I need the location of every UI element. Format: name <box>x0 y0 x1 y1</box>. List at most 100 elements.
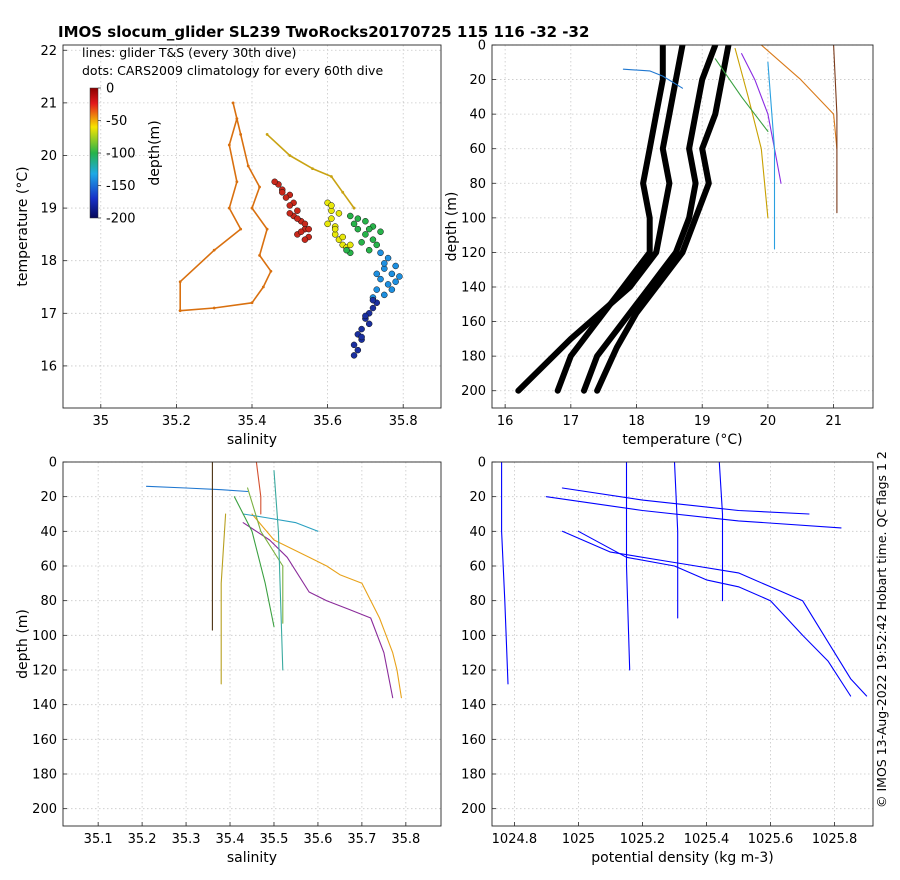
climatology-point <box>347 212 354 220</box>
profile-line <box>577 530 852 697</box>
climatology-point <box>278 189 286 196</box>
y-tick-label: 180 <box>32 768 57 783</box>
climatology-point <box>369 236 377 243</box>
ts-line-point <box>265 133 269 136</box>
climatology-point <box>358 325 365 333</box>
y-tick-label: 120 <box>461 246 486 261</box>
climatology-point <box>354 346 362 354</box>
y-tick-label: 180 <box>461 768 486 783</box>
climatology-point <box>301 220 309 228</box>
panel-temperature-profile: 16 17 18 19 20 21 0 20 40 60 80 100 120 140 160 180 200 t… <box>444 39 874 448</box>
y-tick-label: 20 <box>40 149 57 164</box>
y-axis-label: depth (m) <box>15 609 31 679</box>
climatology-point <box>286 202 294 209</box>
profile-line <box>554 45 686 394</box>
ts-line-point <box>227 143 231 147</box>
climatology-point <box>347 241 354 249</box>
climatology-point <box>377 275 384 283</box>
x-tick-label: 17 <box>563 414 580 429</box>
climatology-point <box>384 281 392 288</box>
ts-line-point <box>258 254 261 257</box>
profile-line <box>515 45 666 394</box>
climatology-point <box>358 333 365 341</box>
y-tick-label: 140 <box>461 281 486 296</box>
climatology-point <box>331 225 339 233</box>
profile-line <box>251 513 402 699</box>
legend-lines-note: lines: glider T&S (every 30th dive) <box>82 45 296 60</box>
y-tick-label: 160 <box>461 315 486 330</box>
climatology-point <box>354 215 362 222</box>
y-tick-label: 100 <box>461 629 486 644</box>
y-tick-label: 80 <box>469 594 486 609</box>
ts-line-point <box>235 117 239 121</box>
climatology-point <box>388 270 396 278</box>
climatology-point <box>335 210 343 217</box>
x-axis-label: potential density (kg m-3) <box>591 850 773 866</box>
colorbar-tick-label: -50 <box>106 114 127 129</box>
profile-line <box>242 522 394 699</box>
x-tick-label: 20 <box>760 414 777 429</box>
climatology-point <box>392 262 399 270</box>
y-tick-label: 19 <box>40 202 57 217</box>
climatology-point <box>297 228 305 236</box>
x-tick-label: 35.3 <box>172 832 201 847</box>
y-tick-label: 21 <box>40 96 57 111</box>
climatology-point <box>365 246 373 254</box>
plot-area-dens <box>501 462 868 697</box>
colorbar-tick-label: 0 <box>106 82 114 97</box>
climatology-point <box>362 231 369 238</box>
climatology-point <box>362 312 369 320</box>
profile-line <box>734 47 769 219</box>
colorbar-tick-label: -100 <box>106 147 136 162</box>
ts-line-point <box>231 101 235 105</box>
climatology-point <box>365 225 373 233</box>
x-tick-label: 16 <box>497 414 514 429</box>
climatology-point <box>388 286 396 293</box>
ts-line-point <box>212 248 216 252</box>
climatology-point <box>362 217 369 225</box>
ts-line-point <box>288 154 292 157</box>
y-tick-label: 60 <box>40 560 57 575</box>
y-tick-label: 20 <box>469 73 486 88</box>
climatology-point <box>301 236 309 243</box>
x-axis-label: temperature (°C) <box>622 432 742 448</box>
x-tick-label: 35.4 <box>238 414 267 429</box>
profile-line <box>561 530 868 697</box>
climatology-point <box>381 260 388 267</box>
profile-line <box>622 68 684 89</box>
x-tick-label: 1025.4 <box>684 832 730 847</box>
climatology-point <box>294 215 301 222</box>
axes-frame <box>62 461 442 827</box>
profile-line <box>714 58 769 132</box>
climatology-point <box>358 239 365 246</box>
x-tick-label: 1024.8 <box>492 832 538 847</box>
y-tick-label: 20 <box>469 490 486 505</box>
profile-line <box>760 45 838 150</box>
colorbar-tick-label: -200 <box>106 212 136 227</box>
climatology-point <box>369 304 377 312</box>
y-tick-label: 80 <box>40 594 57 609</box>
y-tick-label: 200 <box>32 802 57 817</box>
x-tick-label: 35.8 <box>389 414 418 429</box>
ts-line-point <box>261 285 265 289</box>
y-tick-label: 20 <box>40 490 57 505</box>
profile-line <box>561 487 810 515</box>
ts-line-point <box>212 306 216 310</box>
plot-area-sal <box>145 462 402 699</box>
y-tick-label: 40 <box>40 525 57 540</box>
ts-line-point <box>250 206 254 210</box>
x-tick-label: 35.2 <box>162 414 191 429</box>
y-tick-label: 16 <box>40 359 57 374</box>
climatology-point <box>373 270 380 278</box>
climatology-point <box>343 246 350 254</box>
y-tick-label: 60 <box>469 142 486 157</box>
colorbar-label: depth(m) <box>147 120 163 185</box>
colorbar <box>89 87 99 219</box>
x-axis-label: salinity <box>227 850 277 866</box>
x-tick-label: 35.5 <box>260 832 289 847</box>
y-tick-label: 120 <box>32 664 57 679</box>
ts-series-line <box>179 102 272 312</box>
x-tick-label: 1025.8 <box>812 832 858 847</box>
profile-line <box>673 462 679 619</box>
